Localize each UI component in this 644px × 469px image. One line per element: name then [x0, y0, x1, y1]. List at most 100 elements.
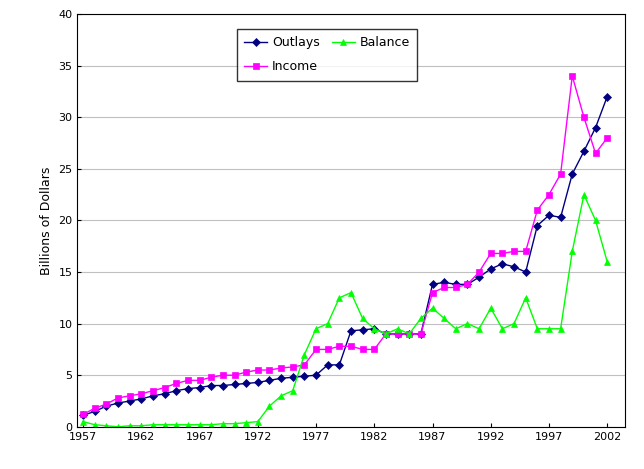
Outlays	[580, 149, 588, 154]
Outlays	[161, 391, 169, 397]
Balance	[219, 421, 227, 426]
Balance	[196, 422, 204, 428]
Legend: Outlays, Income, Balance: Outlays, Income, Balance	[237, 29, 417, 81]
Outlays	[522, 269, 529, 275]
Balance	[242, 420, 250, 425]
Balance	[289, 388, 297, 393]
Balance	[498, 326, 506, 332]
Income	[475, 269, 483, 275]
Income	[429, 290, 437, 295]
Outlays	[91, 408, 99, 414]
Income	[324, 347, 332, 352]
Balance	[207, 422, 215, 428]
Income	[347, 343, 355, 349]
Balance	[265, 403, 273, 409]
Income	[533, 207, 541, 213]
Outlays	[452, 281, 460, 287]
Balance	[417, 316, 425, 321]
Balance	[510, 321, 518, 326]
Outlays	[429, 281, 437, 287]
Outlays	[440, 280, 448, 285]
Outlays	[126, 398, 133, 404]
Income	[510, 249, 518, 254]
Income	[440, 285, 448, 290]
Balance	[91, 422, 99, 428]
Income	[219, 372, 227, 378]
Outlays	[545, 212, 553, 218]
Income	[91, 405, 99, 411]
Income	[207, 374, 215, 380]
Balance	[336, 295, 343, 301]
Outlays	[254, 379, 261, 385]
Outlays	[289, 374, 297, 380]
Income	[102, 401, 110, 407]
Income	[592, 151, 600, 156]
Outlays	[149, 393, 157, 399]
Income	[114, 395, 122, 401]
Balance	[464, 321, 471, 326]
Income	[161, 385, 169, 390]
Line: Outlays: Outlays	[80, 94, 610, 418]
Balance	[312, 326, 320, 332]
Outlays	[533, 223, 541, 228]
Balance	[347, 290, 355, 295]
Income	[557, 171, 565, 177]
Balance	[522, 295, 529, 301]
Balance	[161, 422, 169, 428]
Outlays	[510, 264, 518, 270]
Balance	[102, 423, 110, 429]
Outlays	[347, 328, 355, 333]
Income	[569, 73, 576, 79]
Outlays	[137, 396, 145, 402]
Outlays	[359, 327, 366, 333]
Income	[464, 281, 471, 287]
Income	[370, 347, 378, 352]
Outlays	[242, 381, 250, 386]
Balance	[137, 423, 145, 429]
Outlays	[603, 94, 611, 99]
Income	[79, 412, 87, 417]
Balance	[545, 326, 553, 332]
Outlays	[336, 362, 343, 368]
Outlays	[382, 331, 390, 337]
Balance	[149, 422, 157, 428]
Income	[545, 192, 553, 197]
Outlays	[475, 274, 483, 280]
Balance	[429, 305, 437, 311]
Line: Balance: Balance	[80, 192, 610, 430]
Balance	[173, 422, 180, 428]
Outlays	[498, 261, 506, 266]
Income	[405, 331, 413, 337]
Y-axis label: Billions of Dollars: Billions of Dollars	[40, 166, 53, 275]
Income	[184, 378, 192, 383]
Income	[393, 331, 401, 337]
Income	[254, 367, 261, 373]
Outlays	[393, 331, 401, 337]
Balance	[359, 316, 366, 321]
Outlays	[557, 214, 565, 220]
Outlays	[370, 326, 378, 332]
Outlays	[277, 376, 285, 381]
Balance	[592, 218, 600, 223]
Balance	[370, 326, 378, 332]
Outlays	[324, 362, 332, 368]
Balance	[184, 422, 192, 428]
Income	[522, 249, 529, 254]
Outlays	[417, 331, 425, 337]
Balance	[487, 305, 495, 311]
Outlays	[405, 331, 413, 337]
Outlays	[312, 372, 320, 378]
Outlays	[464, 281, 471, 287]
Balance	[301, 352, 308, 357]
Balance	[114, 424, 122, 430]
Income	[242, 369, 250, 375]
Income	[173, 381, 180, 386]
Outlays	[114, 400, 122, 406]
Income	[289, 364, 297, 370]
Balance	[405, 331, 413, 337]
Income	[498, 250, 506, 256]
Balance	[79, 419, 87, 424]
Balance	[254, 419, 261, 424]
Outlays	[173, 388, 180, 393]
Outlays	[231, 382, 238, 387]
